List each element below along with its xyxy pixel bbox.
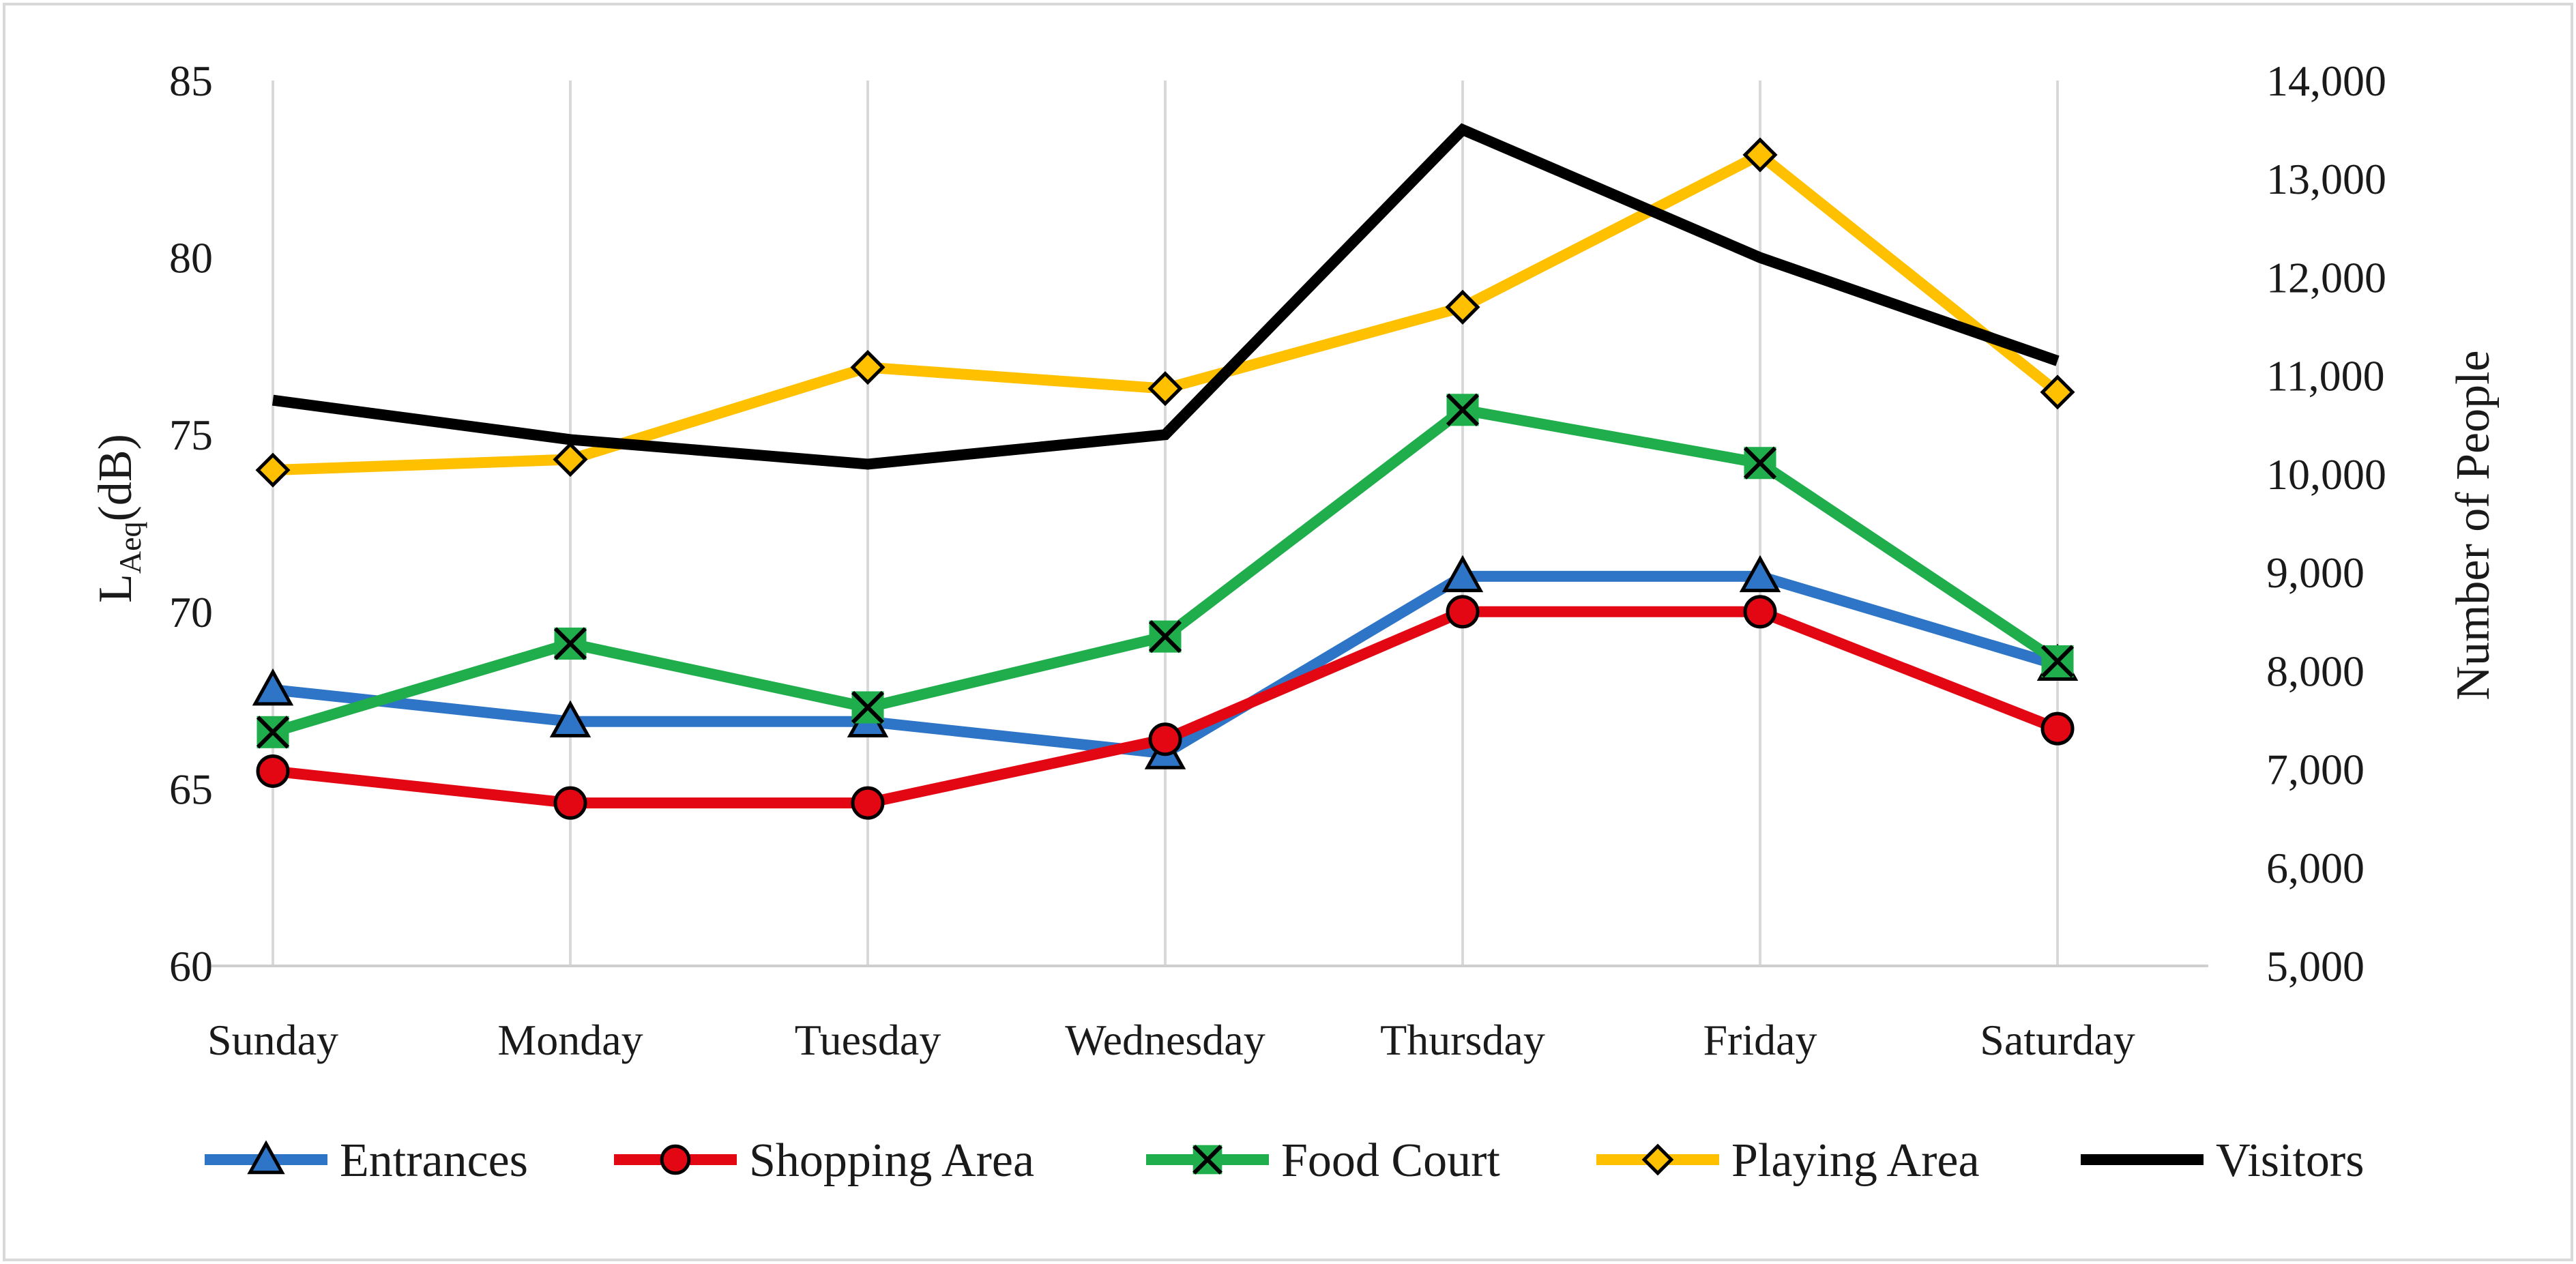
y-axis-left-title: LAeq(dB)	[89, 434, 147, 603]
marker-cross	[256, 716, 290, 749]
data-point	[1743, 595, 1777, 629]
data-point	[1742, 137, 1778, 173]
data-point	[1446, 393, 1480, 426]
data-point	[553, 627, 587, 660]
chart-frame	[3, 3, 2573, 1261]
y-right-tick-label: 13,000	[2266, 155, 2386, 203]
data-point	[1446, 595, 1480, 629]
series-line	[272, 123, 2060, 470]
y-axis-left-title-unit: (dB)	[89, 434, 142, 521]
series-layer	[252, 123, 2079, 820]
y-left-tick-label: 80	[169, 234, 213, 282]
legend-marker	[660, 1144, 691, 1175]
marker-cross	[2040, 645, 2075, 678]
legend-item: Playing Area	[1596, 1134, 1980, 1187]
y-right-tick-label: 14,000	[2266, 57, 2386, 105]
marker-cross	[1446, 393, 1480, 426]
legend: Entrances Shopping Area Food Court Playing …	[205, 1134, 2365, 1187]
data-point	[2040, 645, 2075, 678]
y-left-tick-label: 70	[169, 588, 213, 636]
data-point	[851, 690, 885, 724]
gridlines	[272, 80, 2059, 966]
marker-cross	[1148, 620, 1182, 653]
y-axis-left-title-main: L	[89, 574, 142, 603]
legend-label: Playing Area	[1731, 1134, 1980, 1187]
x-tick-label: Sunday	[207, 1016, 338, 1064]
y-axis-left: 60 65 70 75 80 85	[169, 57, 213, 990]
y-right-tick-label: 10,000	[2266, 450, 2386, 499]
data-point	[256, 754, 290, 788]
data-point	[1445, 289, 1480, 325]
data-point	[851, 786, 885, 820]
data-point	[1739, 555, 1781, 593]
y-axis-right-title: Number of People	[2447, 350, 2500, 700]
legend-marker	[1192, 1145, 1223, 1175]
marker-cross	[1192, 1145, 1223, 1175]
x-tick-label: Saturday	[1980, 1016, 2135, 1064]
legend-label: Visitors	[2216, 1134, 2365, 1187]
series-shopping-area	[256, 595, 2075, 820]
y-right-tick-label: 8,000	[2266, 647, 2365, 695]
series-playing-area	[255, 137, 2075, 488]
series-food-court	[256, 393, 2075, 749]
legend-item: Entrances	[205, 1134, 528, 1187]
data-point	[2040, 374, 2075, 410]
data-point	[1148, 620, 1182, 653]
y-right-tick-label: 6,000	[2266, 844, 2365, 892]
data-point	[850, 350, 886, 385]
x-tick-label: Monday	[497, 1016, 643, 1064]
data-point	[549, 700, 591, 738]
data-point	[1147, 371, 1183, 407]
y-left-tick-label: 60	[169, 942, 213, 990]
y-axis-left-title-sub: Aeq	[113, 521, 147, 574]
y-right-tick-label: 12,000	[2266, 253, 2386, 302]
x-tick-label: Tuesday	[795, 1016, 941, 1064]
data-point	[252, 668, 294, 706]
data-point	[1743, 446, 1777, 480]
legend-item: Shopping Area	[614, 1134, 1034, 1187]
data-point	[1148, 722, 1182, 756]
y-right-tick-label: 7,000	[2266, 746, 2365, 794]
x-tick-label: Wednesday	[1065, 1016, 1265, 1064]
x-tick-label: Thursday	[1380, 1016, 1545, 1064]
y-left-tick-label: 65	[169, 765, 213, 813]
legend-label: Shopping Area	[749, 1134, 1034, 1187]
legend-label: Food Court	[1281, 1134, 1500, 1187]
series-visitors	[272, 123, 2060, 470]
legend-marker	[1641, 1143, 1674, 1176]
legend-marker	[247, 1140, 285, 1175]
legend-label: Entrances	[340, 1134, 528, 1187]
y-right-tick-label: 5,000	[2266, 942, 2365, 990]
data-point	[553, 442, 588, 477]
marker-cross	[553, 627, 587, 660]
marker-cross	[1743, 446, 1777, 480]
marker-cross	[851, 690, 885, 724]
data-point	[256, 716, 290, 749]
y-axis-right: 5,000 6,000 7,000 8,000 9,000 10,000 11,000 12,…	[2266, 57, 2386, 990]
legend-item: Visitors	[2081, 1134, 2365, 1187]
data-point	[553, 786, 587, 820]
data-point	[2040, 711, 2075, 746]
legend-item: Food Court	[1146, 1134, 1500, 1187]
x-axis: Sunday Monday Tuesday Wednesday Thursday Frid…	[207, 1016, 2135, 1064]
data-point	[1441, 555, 1484, 593]
y-left-tick-label: 85	[169, 57, 213, 105]
x-tick-label: Friday	[1703, 1016, 1817, 1064]
y-left-tick-label: 75	[169, 411, 213, 459]
data-point	[255, 452, 291, 488]
y-right-tick-label: 9,000	[2266, 548, 2365, 597]
y-right-tick-label: 11,000	[2266, 352, 2385, 400]
